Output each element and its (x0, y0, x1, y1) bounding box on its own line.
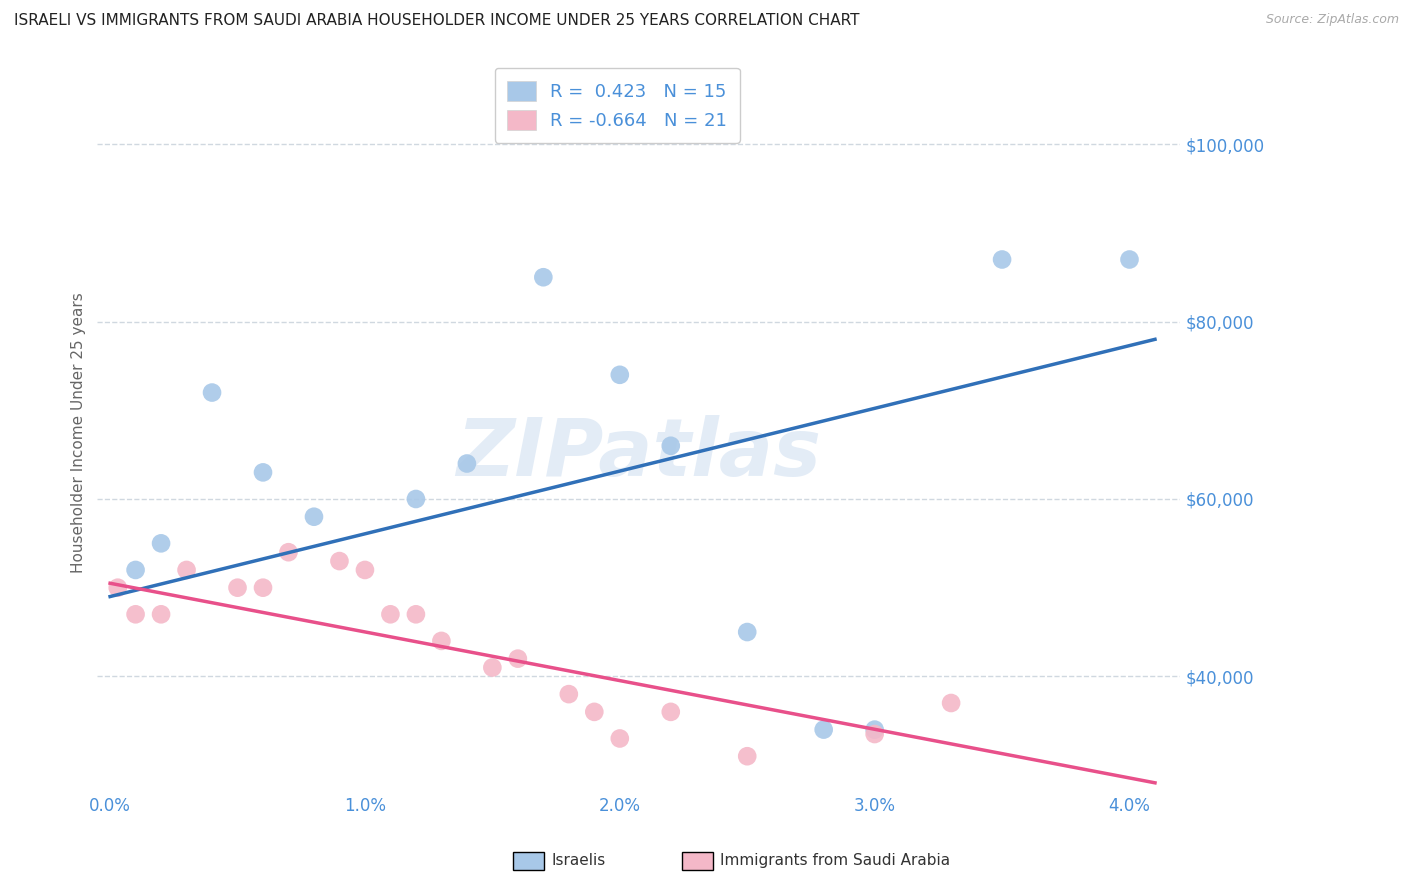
Point (405, 491, 427, 506)
Point (107, 581, 129, 595)
Point (405, 607, 427, 622)
Point (939, 696, 962, 710)
Point (659, 439, 682, 453)
Text: ISRAELI VS IMMIGRANTS FROM SAUDI ARABIA HOUSEHOLDER INCOME UNDER 25 YEARS CORREL: ISRAELI VS IMMIGRANTS FROM SAUDI ARABIA … (14, 13, 859, 29)
Point (735, 625, 758, 640)
Point (380, 607, 402, 622)
Point (124, 607, 146, 622)
Point (813, 723, 835, 737)
Point (150, 607, 173, 622)
Point (277, 545, 299, 559)
Text: Israelis: Israelis (551, 854, 606, 868)
Point (252, 581, 274, 595)
Point (659, 705, 682, 719)
Point (583, 705, 606, 719)
Point (302, 509, 325, 524)
Point (1118, 252, 1140, 267)
Y-axis label: Householder Income Under 25 years: Householder Income Under 25 years (72, 292, 86, 573)
Point (735, 749, 758, 764)
Point (430, 634, 453, 648)
Point (863, 723, 886, 737)
Point (609, 368, 631, 382)
Text: ZIPatlas: ZIPatlas (457, 415, 821, 493)
Point (609, 731, 631, 746)
Legend: R =  0.423   N = 15, R = -0.664   N = 21: R = 0.423 N = 15, R = -0.664 N = 21 (495, 68, 740, 143)
Point (506, 651, 529, 665)
Point (991, 252, 1014, 267)
Point (531, 270, 554, 285)
Point (456, 457, 478, 471)
Point (124, 563, 146, 577)
Text: Immigrants from Saudi Arabia: Immigrants from Saudi Arabia (720, 854, 950, 868)
Point (558, 687, 581, 701)
Point (328, 554, 350, 568)
Point (863, 727, 886, 741)
Point (481, 660, 503, 674)
Point (252, 466, 274, 480)
Point (176, 563, 198, 577)
Text: Source: ZipAtlas.com: Source: ZipAtlas.com (1265, 13, 1399, 27)
Point (226, 581, 249, 595)
Point (201, 385, 224, 400)
Point (150, 536, 173, 550)
Point (354, 563, 377, 577)
